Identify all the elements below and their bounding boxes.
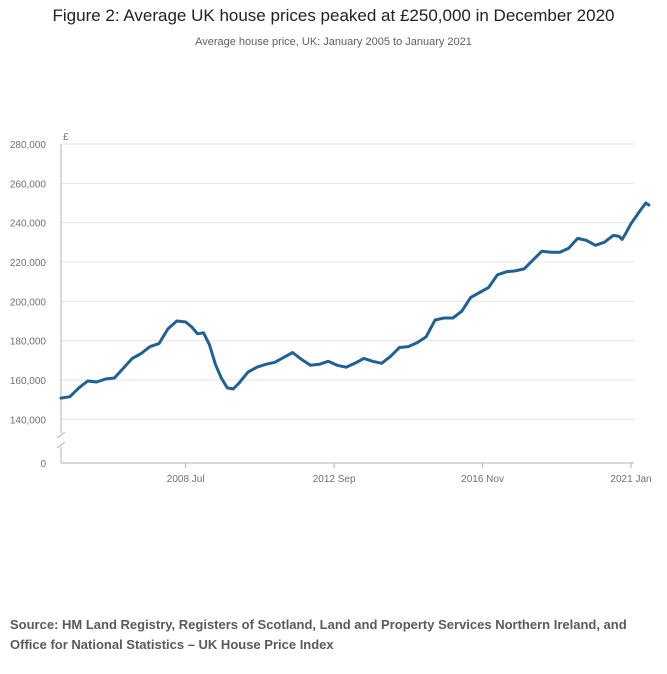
- x-tick-label: 2021 Jan: [610, 474, 651, 485]
- source-note: Source: HM Land Registry, Registers of S…: [10, 617, 627, 652]
- series-line: [59, 201, 651, 400]
- y-tick-label: 260,000: [10, 179, 47, 190]
- y-tick-label: 280,000: [10, 140, 47, 151]
- gridlines: [61, 143, 634, 420]
- y-tick-label: 220,000: [10, 258, 47, 269]
- y-axis-unit-label: £: [63, 132, 69, 143]
- chart-subtitle: Average house price, UK: January 2005 to…: [195, 36, 472, 48]
- x-tick-label: 2008 Jul: [167, 474, 205, 485]
- y-tick-label: 0: [40, 459, 46, 470]
- x-axis-ticks: 2008 Jul 2012 Sep 2016 Nov 2021 Jan: [167, 463, 652, 485]
- axes: [56, 144, 634, 464]
- y-tick-label: 200,000: [10, 297, 47, 308]
- axis-break-marker: [56, 431, 66, 449]
- y-tick-label: 240,000: [10, 219, 47, 230]
- y-axis-ticks: 280,000 260,000 240,000 220,000 200,000 180,0…: [10, 140, 47, 470]
- chart-title: Figure 2: Average UK house prices peaked…: [52, 6, 615, 25]
- y-tick-label: 180,000: [10, 337, 47, 348]
- x-tick-label: 2016 Nov: [461, 474, 504, 485]
- x-tick-label: 2012 Sep: [313, 474, 356, 485]
- line-chart: 280,000 260,000 240,000 220,000 200,000 180,0…: [10, 132, 652, 485]
- y-tick-label: 160,000: [10, 376, 47, 387]
- y-tick-label: 140,000: [10, 415, 47, 426]
